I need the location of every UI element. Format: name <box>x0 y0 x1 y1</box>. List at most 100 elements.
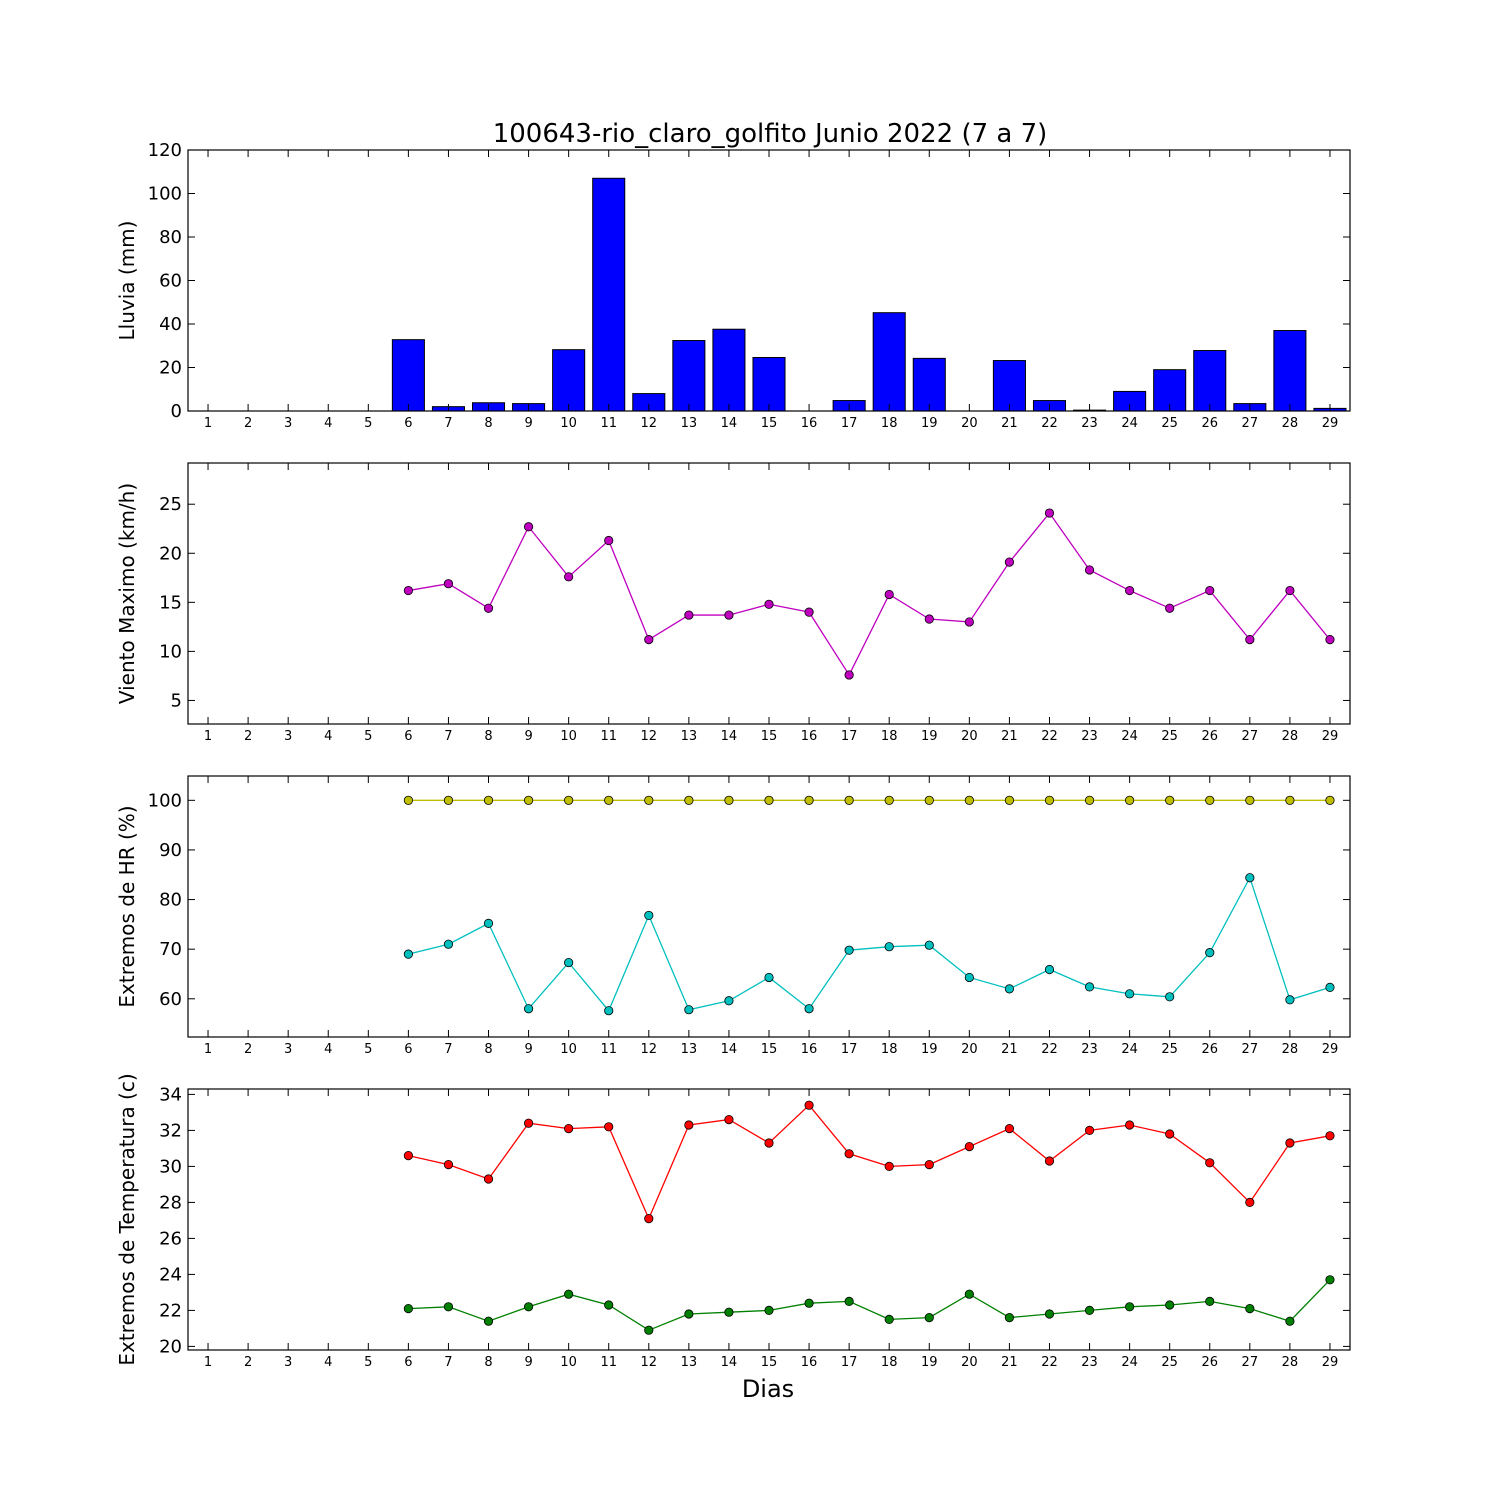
series-1-point-day-10 <box>564 1289 574 1299</box>
y-axis-label: Extremos de Temperatura (c) <box>115 1073 139 1365</box>
x-tick-label: 4 <box>324 416 332 431</box>
rain-bar-day-19 <box>912 357 946 412</box>
x-tick-label: 14 <box>721 416 738 431</box>
series-1-line <box>408 876 1331 1012</box>
series-0-point-day-28 <box>1285 1138 1295 1148</box>
series-0-point-day-20 <box>964 617 974 627</box>
series-1-point-day-8 <box>483 918 494 928</box>
x-tick-label: 20 <box>961 416 978 431</box>
series-1-point-day-16 <box>804 1004 814 1014</box>
series-0-point-day-20 <box>964 1142 974 1152</box>
series-1-point-day-10 <box>564 957 574 968</box>
series-0-point-day-21 <box>1004 1124 1015 1134</box>
series-0-point-day-8 <box>483 603 494 613</box>
series-1-point-day-12 <box>644 1325 654 1335</box>
x-tick-label: 22 <box>1041 1042 1058 1057</box>
x-tick-label: 25 <box>1161 1355 1178 1370</box>
y-tick-label: 24 <box>159 1264 182 1285</box>
series-0-point-day-26 <box>1205 585 1215 596</box>
y-tick-label: 28 <box>159 1192 182 1213</box>
series-0-point-day-24 <box>1125 795 1135 805</box>
series-1-point-day-12 <box>644 910 654 921</box>
x-tick-label: 22 <box>1041 729 1058 744</box>
series-1-point-day-13 <box>684 1309 694 1319</box>
series-1-point-day-26 <box>1205 948 1215 958</box>
series-1-point-day-6 <box>403 949 413 959</box>
y-tick-label: 20 <box>159 358 182 379</box>
series-0-point-day-19 <box>924 795 934 805</box>
x-tick-label: 27 <box>1242 416 1259 431</box>
series-0-point-day-7 <box>443 1160 454 1170</box>
series-0-point-day-7 <box>443 795 454 805</box>
series-1-point-day-17 <box>844 1296 854 1307</box>
x-tick-label: 18 <box>881 416 898 431</box>
y-tick-label: 0 <box>171 401 182 422</box>
x-tick-label: 23 <box>1081 416 1098 431</box>
series-0-point-day-29 <box>1325 795 1335 805</box>
series-1-point-day-24 <box>1125 989 1135 999</box>
series-0-point-day-23 <box>1084 1125 1095 1136</box>
x-tick-label: 1 <box>204 729 212 744</box>
x-tick-label: 8 <box>484 729 492 744</box>
x-tick-label: 28 <box>1282 729 1299 744</box>
x-tick-label: 25 <box>1161 416 1178 431</box>
x-tick-label: 18 <box>881 1355 898 1370</box>
x-tick-label: 5 <box>364 416 372 431</box>
y-tick-label: 30 <box>159 1156 182 1177</box>
series-0-point-day-6 <box>403 1151 413 1161</box>
series-0-point-day-26 <box>1205 795 1215 805</box>
x-tick-label: 29 <box>1322 1042 1339 1057</box>
x-tick-label: 17 <box>841 729 858 744</box>
x-tick-label: 2 <box>244 416 252 431</box>
x-tick-label: 26 <box>1201 1042 1218 1057</box>
x-tick-label: 16 <box>801 1355 818 1370</box>
x-tick-label: 29 <box>1322 729 1339 744</box>
x-tick-label: 12 <box>641 416 658 431</box>
series-1-point-day-17 <box>844 945 854 955</box>
x-tick-label: 22 <box>1041 1355 1058 1370</box>
series-0-point-day-11 <box>604 535 614 546</box>
x-tick-label: 20 <box>961 1355 978 1370</box>
series-1-point-day-25 <box>1165 992 1175 1002</box>
series-0-point-day-14 <box>724 1115 734 1125</box>
rain-bar-day-13 <box>672 340 706 412</box>
x-tick-label: 28 <box>1282 416 1299 431</box>
x-tick-label: 24 <box>1121 1042 1138 1057</box>
x-tick-label: 28 <box>1282 1355 1299 1370</box>
y-tick-label: 26 <box>159 1228 182 1249</box>
series-1-point-day-7 <box>443 1302 454 1312</box>
series-0-point-day-10 <box>564 795 574 805</box>
series-1-point-day-19 <box>924 940 934 950</box>
series-1-point-day-15 <box>764 972 774 983</box>
series-1-point-day-23 <box>1084 1305 1095 1316</box>
x-tick-label: 15 <box>761 1042 778 1057</box>
series-0-point-day-15 <box>764 795 774 805</box>
series-1-point-day-21 <box>1004 984 1015 994</box>
series-0-point-day-20 <box>964 795 974 805</box>
y-tick-label: 80 <box>159 227 182 248</box>
x-tick-label: 11 <box>600 1355 617 1370</box>
x-tick-label: 3 <box>284 1355 292 1370</box>
series-1-point-day-24 <box>1125 1302 1135 1312</box>
y-tick-label: 40 <box>159 314 182 335</box>
x-tick-label: 6 <box>404 1355 412 1370</box>
x-tick-label: 9 <box>524 729 532 744</box>
series-1-point-day-22 <box>1044 1309 1055 1319</box>
series-1-point-day-18 <box>884 942 894 952</box>
x-tick-label: 29 <box>1322 416 1339 431</box>
y-tick-label: 120 <box>148 140 182 161</box>
series-0-point-day-12 <box>644 795 654 805</box>
y-tick-label: 100 <box>148 790 182 811</box>
x-tick-label: 7 <box>444 729 452 744</box>
plot-frame <box>187 775 1351 1038</box>
y-tick-label: 60 <box>159 271 182 292</box>
x-tick-label: 10 <box>560 729 577 744</box>
x-tick-label: 13 <box>681 1042 698 1057</box>
x-tick-label: 25 <box>1161 729 1178 744</box>
y-tick-label: 32 <box>159 1120 182 1141</box>
y-tick-label: 70 <box>159 939 182 960</box>
series-0-point-day-6 <box>403 585 413 596</box>
series-1-point-day-9 <box>523 1004 534 1014</box>
series-1-point-day-6 <box>403 1304 413 1314</box>
